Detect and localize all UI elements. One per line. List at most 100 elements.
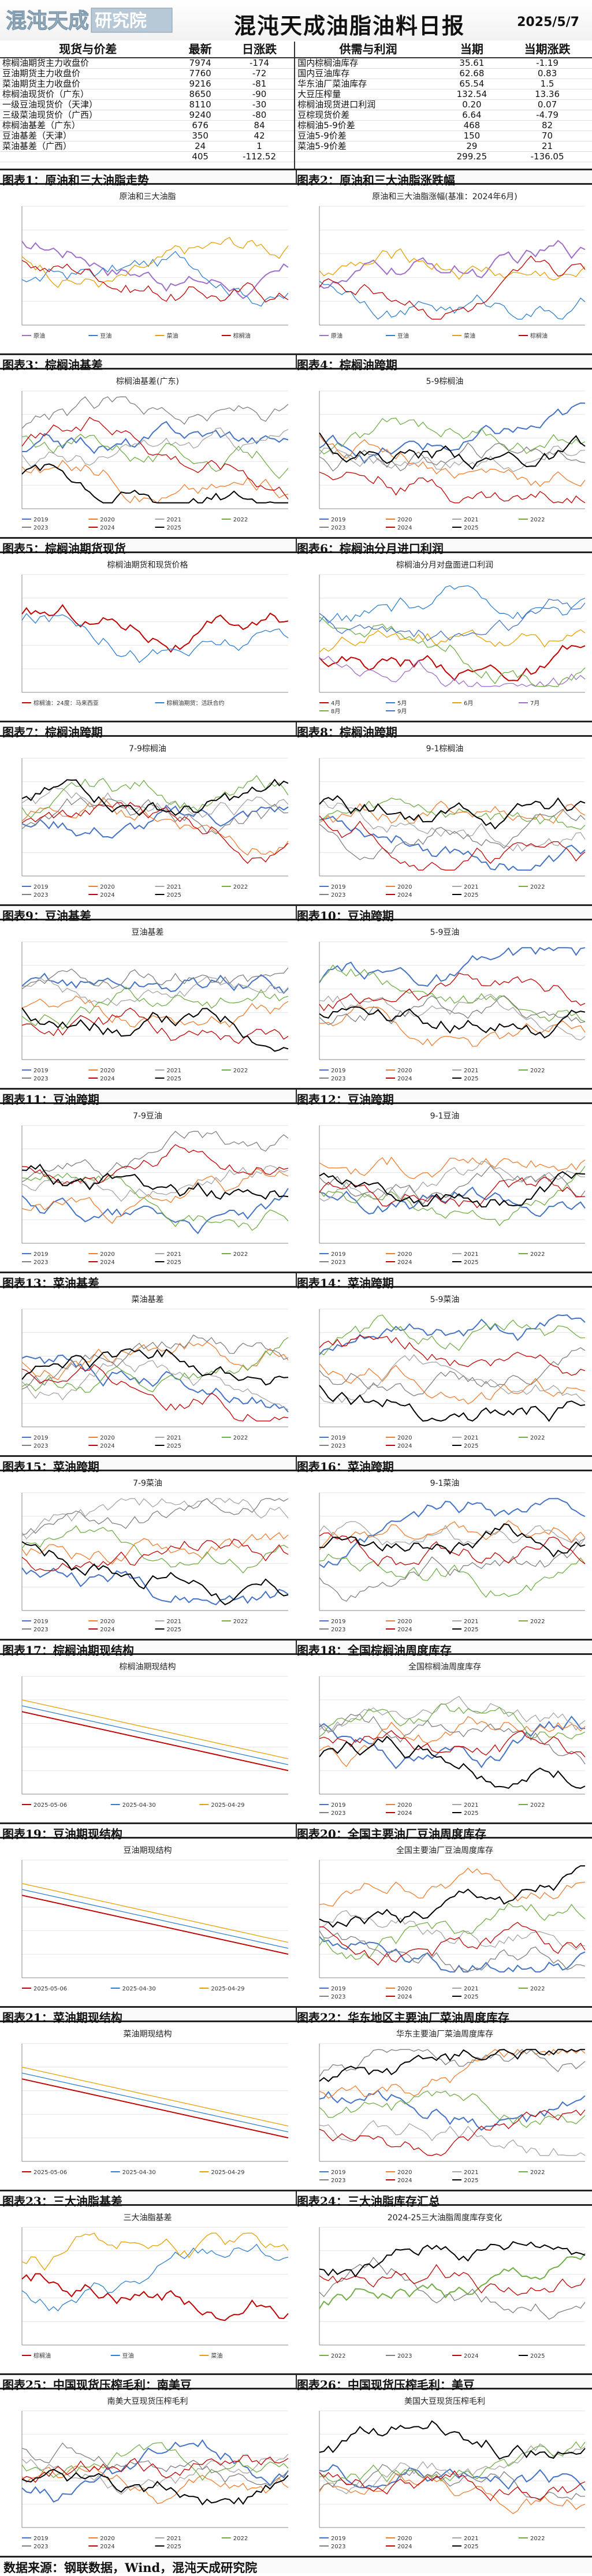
chart-caption: 图表19：豆油期现结构 <box>2 1827 122 1841</box>
series-line <box>319 655 586 687</box>
chart-svg: 原油和三大油脂涨幅(基准：2024年6月) 原油 豆油 菜油 棕榈油 <box>319 192 586 340</box>
legend-label: 2019 <box>331 1068 345 1074</box>
series-line <box>21 1008 289 1044</box>
legend-label: 2019 <box>331 2536 345 2542</box>
legend-label: 2024 <box>397 1994 412 2000</box>
legend-label: 2021 <box>464 1435 478 1441</box>
chart-panel: 7-9菜油 2019 2020 2021 2022 2023 2024 2025 <box>0 1473 295 1637</box>
chart-caption: 图表24：三大油脂库存汇总 <box>297 2194 440 2208</box>
legend-label: 2019 <box>331 1251 345 1258</box>
legend-label: 2019 <box>331 1986 345 1992</box>
legend-label: 2019 <box>331 1802 345 1809</box>
series-line <box>319 1695 586 1734</box>
legend-label: 2020 <box>397 2169 412 2176</box>
chart-panel: 9-1菜油 2019 2020 2021 2022 2023 2024 2025 <box>297 1473 592 1637</box>
legend-label: 2019 <box>331 2169 345 2176</box>
table-cell: 468 <box>441 120 503 131</box>
chart-title: 7-9菜油 <box>133 1479 162 1488</box>
table-cell: 7760 <box>176 68 225 79</box>
legend-label: 2021 <box>167 1251 181 1258</box>
divider <box>296 170 297 183</box>
legend-label: 棕榈油：24度：马来西亚 <box>33 699 99 707</box>
legend-label: 2021 <box>464 1986 478 1992</box>
chart-panel: 全国主要油厂豆油周度库存 2019 2020 2021 2022 2023 2024 2025 <box>297 1840 592 2004</box>
legend-label: 2024 <box>397 1259 412 1266</box>
section-bar: 图表1：原油和三大油脂走势 图表2：原油和三大油脂涨跌幅 <box>0 169 592 187</box>
series-line <box>21 1364 289 1422</box>
chart-svg: 5-9棕榈油 2019 2020 2021 2022 2023 2024 2025 <box>319 377 586 531</box>
series-line <box>319 2253 586 2309</box>
legend-label: 2022 <box>233 1619 248 1625</box>
legend-label: 2024 <box>100 892 114 899</box>
series-line <box>319 435 586 487</box>
table-cell: 65.54 <box>441 79 503 90</box>
series-line <box>21 1358 289 1410</box>
legend-label: 2024 <box>397 1627 412 1633</box>
series-line <box>21 2469 289 2506</box>
legend-label: 菜油 <box>167 332 178 340</box>
series-line <box>319 1730 586 1758</box>
chart-svg: 菜油期现结构 2025-05-06 2025-04-30 2025-04-29 <box>21 2030 289 2176</box>
legend-label: 2025 <box>464 1810 478 1817</box>
legend-label: 2025 <box>530 2353 545 2359</box>
table-cell: 菜油期货主力收盘价 <box>0 79 176 90</box>
legend-label: 2022 <box>530 1802 545 1809</box>
table-cell: 国内棕榈油库存 <box>295 58 441 69</box>
legend-label: 2025 <box>167 2544 181 2550</box>
legend-label: 原油 <box>331 332 342 340</box>
section-bar: 图表17：棕榈油期现结构 图表18：全国棕榈油周度库存 <box>0 1639 592 1657</box>
brand-logo: 混沌天成 研究院 <box>6 8 173 33</box>
series-line <box>21 797 289 856</box>
divider <box>296 2008 297 2020</box>
series-line <box>319 1176 586 1209</box>
series-line <box>21 1172 289 1231</box>
table-cell: 8110 <box>176 99 225 110</box>
section-bar: 图表11：豆油跨期 图表12：豆油跨期 <box>0 1088 592 1106</box>
legend-label: 棕榈油期货：活跃合约 <box>167 699 225 707</box>
series-line <box>319 2443 586 2495</box>
chart-caption: 图表22：华东地区主要油厂菜油周度库存 <box>297 2011 509 2025</box>
legend-label: 2020 <box>397 1251 412 1258</box>
table-cell: 1.5 <box>502 79 592 90</box>
legend-label: 2024 <box>100 525 114 531</box>
series-line <box>319 1314 586 1356</box>
series-line <box>21 2442 289 2481</box>
series-line <box>21 2273 289 2321</box>
legend-label: 2020 <box>397 1802 412 1809</box>
legend-label: 2019 <box>331 517 345 523</box>
divider <box>296 539 297 551</box>
chart-panel: 5-9豆油 2019 2020 2021 2022 2023 2024 2025 <box>297 922 592 1086</box>
chart-panel: 棕榈油期货和现货价格 棕榈油：24度：马来西亚 棕榈油期货：活跃合约 <box>0 555 295 719</box>
table-cell: -30 <box>224 99 296 110</box>
legend-label: 2022 <box>530 1435 545 1441</box>
series-line <box>319 2109 586 2156</box>
series-line <box>21 1699 289 1759</box>
legend-label: 2025-04-30 <box>122 2169 156 2176</box>
series-line <box>21 434 289 479</box>
chart-svg: 9-1豆油 2019 2020 2021 2022 2023 2024 2025 <box>319 1112 586 1266</box>
series-line <box>21 427 289 468</box>
legend-label: 2020 <box>397 517 412 523</box>
chart-svg: 全国棕榈油周度库存 2019 2020 2021 2022 2023 2024 2025 <box>319 1662 586 1817</box>
chart-panel: 菜油期现结构 2025-05-06 2025-04-30 2025-04-29 <box>0 2024 295 2188</box>
series-line <box>21 1164 289 1200</box>
legend-label: 5月 <box>397 700 407 707</box>
legend-label: 2019 <box>33 517 48 523</box>
legend-label: 2022 <box>530 2536 545 2542</box>
series-line <box>21 2067 289 2127</box>
chart-caption: 图表5：棕榈油期货现货 <box>2 542 126 556</box>
chart-panel: 9-1豆油 2019 2020 2021 2022 2023 2024 2025 <box>297 1106 592 1270</box>
series-line <box>21 1567 289 1605</box>
chart-title: 9-1菜油 <box>430 1479 460 1488</box>
series-line <box>319 1171 586 1208</box>
table-cell: 大豆压榨量 <box>295 89 441 100</box>
legend-label: 9月 <box>397 708 407 715</box>
table-cell: 0.07 <box>502 99 592 110</box>
series-line <box>319 1713 586 1765</box>
chart-title: 美国大豆现货压榨毛利 <box>404 2396 485 2406</box>
legend-label: 2021 <box>167 1435 181 1441</box>
chart-panel: 棕榈油期现结构 2025-05-06 2025-04-30 2025-04-29 <box>0 1657 295 1821</box>
chart-svg: 9-1菜油 2019 2020 2021 2022 2023 2024 2025 <box>319 1479 586 1633</box>
